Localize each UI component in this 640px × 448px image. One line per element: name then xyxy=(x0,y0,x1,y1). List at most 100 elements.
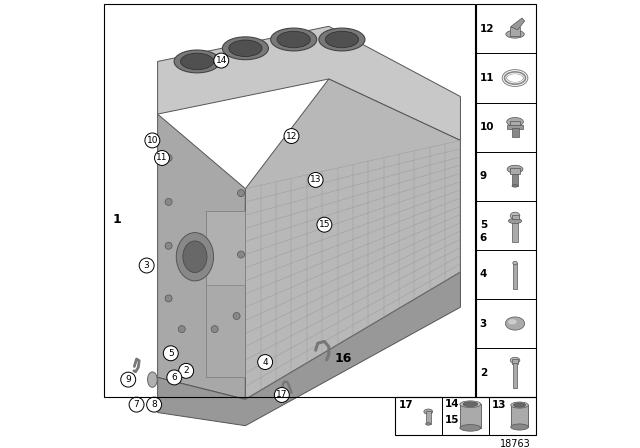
Ellipse shape xyxy=(174,50,220,73)
Circle shape xyxy=(237,190,244,197)
Bar xyxy=(510,27,520,35)
Ellipse shape xyxy=(176,233,214,281)
Ellipse shape xyxy=(508,319,516,324)
Text: 17: 17 xyxy=(276,391,287,400)
Circle shape xyxy=(284,129,299,143)
Ellipse shape xyxy=(325,31,358,48)
Bar xyxy=(507,125,523,129)
Text: 14: 14 xyxy=(445,399,460,409)
Ellipse shape xyxy=(511,424,528,430)
Text: 4: 4 xyxy=(480,269,487,280)
Ellipse shape xyxy=(277,31,310,48)
Text: 9: 9 xyxy=(125,375,131,384)
Bar xyxy=(104,4,475,397)
Circle shape xyxy=(275,388,289,402)
Text: 3: 3 xyxy=(480,319,487,328)
Text: 7: 7 xyxy=(134,400,140,409)
Ellipse shape xyxy=(460,401,481,408)
Text: 2: 2 xyxy=(480,368,487,378)
Circle shape xyxy=(167,370,182,385)
Text: 4: 4 xyxy=(262,358,268,366)
Polygon shape xyxy=(245,79,460,399)
Bar xyxy=(426,411,431,424)
Text: 12: 12 xyxy=(480,24,494,34)
Circle shape xyxy=(211,326,218,333)
Circle shape xyxy=(308,172,323,187)
Ellipse shape xyxy=(426,422,431,425)
Text: 15: 15 xyxy=(445,415,460,425)
Circle shape xyxy=(317,217,332,232)
Circle shape xyxy=(165,198,172,205)
Text: 2: 2 xyxy=(183,366,189,375)
Ellipse shape xyxy=(507,117,524,126)
Circle shape xyxy=(237,251,244,258)
Text: 11: 11 xyxy=(156,154,168,163)
Ellipse shape xyxy=(183,241,207,272)
Bar xyxy=(460,404,481,428)
Bar xyxy=(513,218,518,242)
Bar xyxy=(510,168,520,174)
Ellipse shape xyxy=(506,317,525,330)
Polygon shape xyxy=(511,18,525,30)
Circle shape xyxy=(165,295,172,302)
Circle shape xyxy=(179,326,185,333)
Ellipse shape xyxy=(229,40,262,56)
Polygon shape xyxy=(157,272,460,426)
Polygon shape xyxy=(206,211,245,285)
Ellipse shape xyxy=(460,425,481,431)
Circle shape xyxy=(121,372,136,387)
Bar xyxy=(476,4,536,397)
Bar xyxy=(511,128,518,137)
Circle shape xyxy=(129,397,144,412)
Ellipse shape xyxy=(510,212,520,219)
Text: 5: 5 xyxy=(480,220,487,230)
Text: 15: 15 xyxy=(319,220,330,229)
Ellipse shape xyxy=(319,28,365,51)
Bar xyxy=(510,121,520,126)
Circle shape xyxy=(154,151,170,165)
Text: 6: 6 xyxy=(172,373,177,382)
Ellipse shape xyxy=(507,165,523,173)
Bar xyxy=(513,263,517,289)
Text: 6: 6 xyxy=(480,233,487,243)
Ellipse shape xyxy=(463,402,477,407)
Text: 10: 10 xyxy=(480,122,494,132)
Ellipse shape xyxy=(511,402,528,408)
Circle shape xyxy=(214,53,228,68)
Circle shape xyxy=(233,312,240,319)
Ellipse shape xyxy=(507,74,523,82)
Text: 3: 3 xyxy=(144,261,150,270)
Circle shape xyxy=(258,355,273,370)
Bar xyxy=(396,397,536,435)
Bar xyxy=(513,363,517,388)
Ellipse shape xyxy=(510,357,520,363)
Text: 13: 13 xyxy=(492,400,506,410)
Text: 13: 13 xyxy=(310,176,321,185)
Polygon shape xyxy=(157,26,460,140)
Circle shape xyxy=(179,363,194,378)
Ellipse shape xyxy=(506,30,524,38)
Text: 14: 14 xyxy=(216,56,227,65)
Polygon shape xyxy=(157,114,245,399)
Text: 17: 17 xyxy=(399,400,413,410)
Ellipse shape xyxy=(512,185,518,187)
Text: 8: 8 xyxy=(151,400,157,409)
Text: 12: 12 xyxy=(286,132,297,141)
Text: 10: 10 xyxy=(147,136,158,145)
Ellipse shape xyxy=(513,261,517,265)
Text: 18763: 18763 xyxy=(499,439,530,448)
Bar xyxy=(511,405,528,427)
Text: 16: 16 xyxy=(335,352,353,365)
Ellipse shape xyxy=(508,218,522,224)
Text: 11: 11 xyxy=(480,73,494,83)
Ellipse shape xyxy=(424,409,433,414)
Circle shape xyxy=(165,242,172,249)
Circle shape xyxy=(163,346,179,361)
Bar xyxy=(512,173,518,186)
Ellipse shape xyxy=(222,37,268,60)
Polygon shape xyxy=(206,211,245,377)
Ellipse shape xyxy=(148,372,157,387)
Circle shape xyxy=(139,258,154,273)
Circle shape xyxy=(147,397,161,412)
Bar xyxy=(511,215,518,219)
